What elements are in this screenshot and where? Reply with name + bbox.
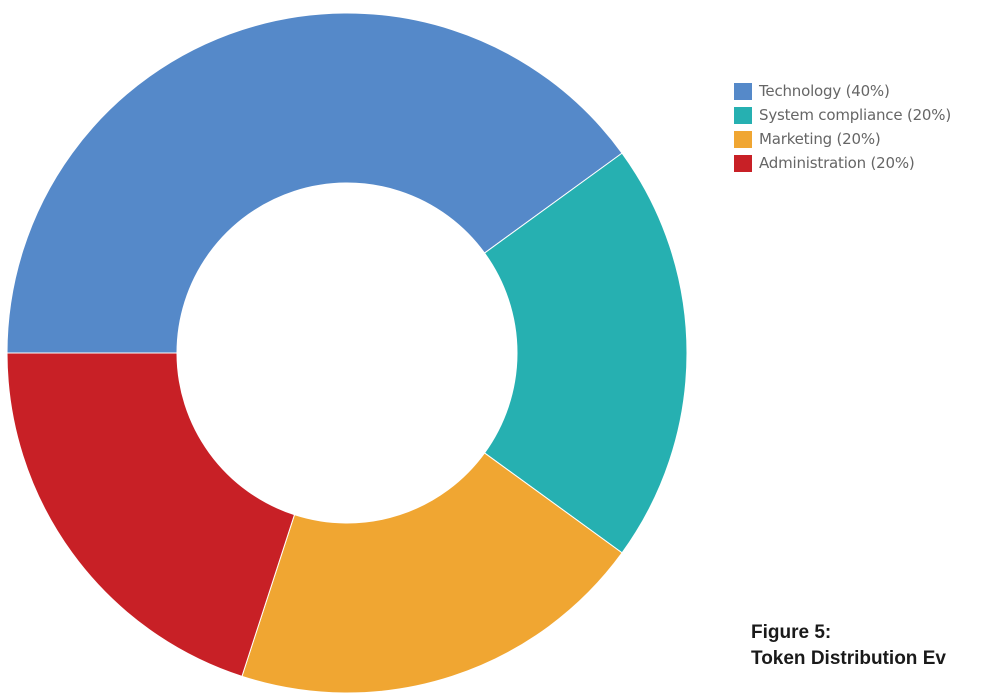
legend-item-administration[interactable]: Administration (20%): [734, 151, 951, 175]
legend-label-system-compliance: System compliance (20%): [759, 106, 951, 124]
legend-item-marketing[interactable]: Marketing (20%): [734, 127, 951, 151]
legend-swatch-administration: [734, 154, 752, 172]
slice-marketing[interactable]: [241, 452, 623, 693]
figure-title: Token Distribution Ev: [751, 648, 946, 669]
slice-administration[interactable]: [6, 352, 296, 677]
figure-number: Figure 5:: [751, 622, 832, 643]
legend-swatch-technology: [734, 82, 752, 100]
slice-technology[interactable]: [6, 12, 623, 354]
legend-label-marketing: Marketing (20%): [759, 130, 881, 148]
slice-system-compliance[interactable]: [483, 152, 688, 554]
figure-caption: Figure 5: Token Distribution Ev: [751, 620, 946, 672]
legend-item-system-compliance[interactable]: System compliance (20%): [734, 103, 951, 127]
legend: Technology (40%) System compliance (20%)…: [734, 79, 951, 175]
legend-item-technology[interactable]: Technology (40%): [734, 79, 951, 103]
legend-swatch-system-compliance: [734, 106, 752, 124]
legend-label-technology: Technology (40%): [759, 82, 890, 100]
legend-label-administration: Administration (20%): [759, 154, 915, 172]
legend-swatch-marketing: [734, 130, 752, 148]
